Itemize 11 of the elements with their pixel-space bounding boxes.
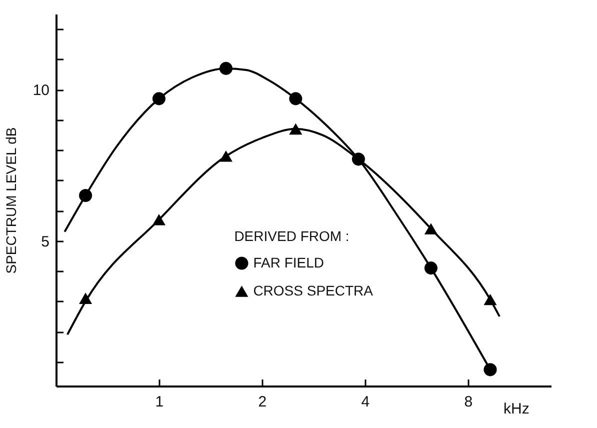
legend-title: DERIVED FROM : bbox=[234, 228, 350, 244]
legend-label: CROSS SPECTRA bbox=[253, 282, 374, 298]
x-tick-label: 8 bbox=[464, 394, 473, 410]
x-axis-title: kHz bbox=[504, 400, 530, 418]
y-axis-title: SPECTRUM LEVEL dB bbox=[2, 127, 19, 274]
legend-label: FAR FIELD bbox=[253, 254, 324, 270]
x-tick-label: 2 bbox=[258, 394, 267, 410]
x-tick-label: 4 bbox=[361, 394, 370, 410]
y-tick-label: 5 bbox=[41, 233, 50, 250]
x-tick-label: 1 bbox=[155, 394, 164, 410]
y-tick-label: 10 bbox=[32, 82, 50, 100]
